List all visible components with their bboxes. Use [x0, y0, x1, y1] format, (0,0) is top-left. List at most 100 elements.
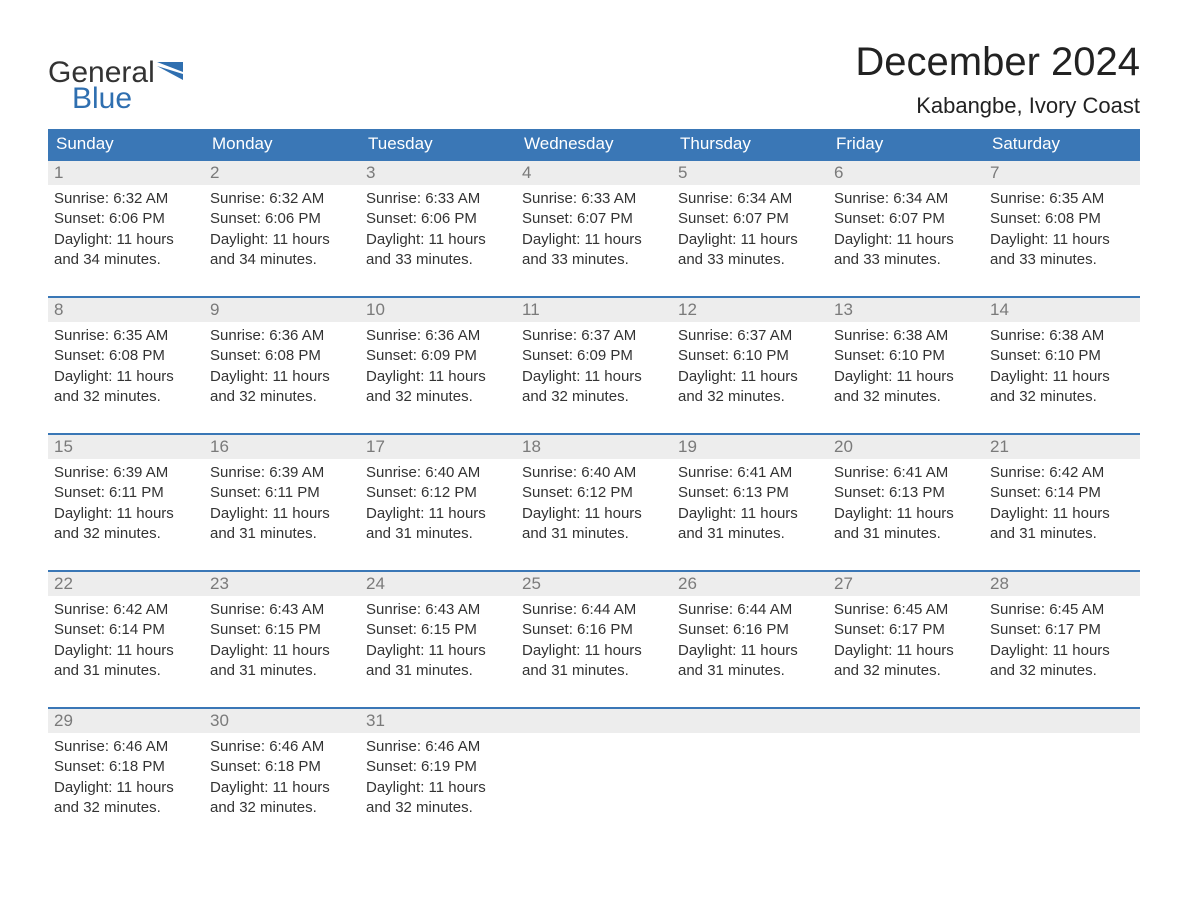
daylight-line: Daylight: 11 hours and 32 minutes.: [54, 778, 198, 819]
day-content: Sunrise: 6:40 AMSunset: 6:12 PMDaylight:…: [360, 459, 516, 544]
day-number: 14: [984, 298, 1140, 322]
week-row: 22Sunrise: 6:42 AMSunset: 6:14 PMDayligh…: [48, 570, 1140, 681]
week-row: 15Sunrise: 6:39 AMSunset: 6:11 PMDayligh…: [48, 433, 1140, 544]
day-content: Sunrise: 6:34 AMSunset: 6:07 PMDaylight:…: [672, 185, 828, 270]
day-content: Sunrise: 6:43 AMSunset: 6:15 PMDaylight:…: [360, 596, 516, 681]
logo: General Blue: [48, 40, 183, 114]
day-number: 16: [204, 435, 360, 459]
sunrise-line: Sunrise: 6:34 AM: [834, 189, 978, 209]
daylight-line: Daylight: 11 hours and 31 minutes.: [366, 504, 510, 545]
daylight-line: Daylight: 11 hours and 32 minutes.: [366, 367, 510, 408]
day-content: Sunrise: 6:35 AMSunset: 6:08 PMDaylight:…: [48, 322, 204, 407]
daylight-line: Daylight: 11 hours and 33 minutes.: [834, 230, 978, 271]
weekday-thursday: Thursday: [672, 129, 828, 159]
day-number: 23: [204, 572, 360, 596]
sunrise-line: Sunrise: 6:41 AM: [834, 463, 978, 483]
sunset-line: Sunset: 6:12 PM: [366, 483, 510, 503]
week-row: 1Sunrise: 6:32 AMSunset: 6:06 PMDaylight…: [48, 159, 1140, 270]
sunset-line: Sunset: 6:17 PM: [834, 620, 978, 640]
sunrise-line: Sunrise: 6:46 AM: [210, 737, 354, 757]
sunrise-line: Sunrise: 6:35 AM: [54, 326, 198, 346]
page-title: December 2024: [855, 40, 1140, 85]
daylight-line: Daylight: 11 hours and 32 minutes.: [210, 778, 354, 819]
day-number: 25: [516, 572, 672, 596]
day-cell-24: 24Sunrise: 6:43 AMSunset: 6:15 PMDayligh…: [360, 572, 516, 681]
day-cell-15: 15Sunrise: 6:39 AMSunset: 6:11 PMDayligh…: [48, 435, 204, 544]
day-cell-30: 30Sunrise: 6:46 AMSunset: 6:18 PMDayligh…: [204, 709, 360, 818]
day-content: Sunrise: 6:32 AMSunset: 6:06 PMDaylight:…: [48, 185, 204, 270]
sunset-line: Sunset: 6:12 PM: [522, 483, 666, 503]
sunrise-line: Sunrise: 6:45 AM: [990, 600, 1134, 620]
daylight-line: Daylight: 11 hours and 32 minutes.: [834, 367, 978, 408]
sunrise-line: Sunrise: 6:37 AM: [522, 326, 666, 346]
weekday-sunday: Sunday: [48, 129, 204, 159]
sunset-line: Sunset: 6:08 PM: [990, 209, 1134, 229]
day-cell-empty: .: [516, 709, 672, 818]
sunrise-line: Sunrise: 6:45 AM: [834, 600, 978, 620]
day-cell-28: 28Sunrise: 6:45 AMSunset: 6:17 PMDayligh…: [984, 572, 1140, 681]
day-cell-8: 8Sunrise: 6:35 AMSunset: 6:08 PMDaylight…: [48, 298, 204, 407]
day-cell-4: 4Sunrise: 6:33 AMSunset: 6:07 PMDaylight…: [516, 161, 672, 270]
week-row: 29Sunrise: 6:46 AMSunset: 6:18 PMDayligh…: [48, 707, 1140, 818]
sunset-line: Sunset: 6:08 PM: [54, 346, 198, 366]
day-content: Sunrise: 6:45 AMSunset: 6:17 PMDaylight:…: [828, 596, 984, 681]
daylight-line: Daylight: 11 hours and 32 minutes.: [54, 367, 198, 408]
daylight-line: Daylight: 11 hours and 32 minutes.: [834, 641, 978, 682]
daylight-line: Daylight: 11 hours and 32 minutes.: [210, 367, 354, 408]
daylight-line: Daylight: 11 hours and 31 minutes.: [210, 504, 354, 545]
sunrise-line: Sunrise: 6:33 AM: [522, 189, 666, 209]
day-cell-6: 6Sunrise: 6:34 AMSunset: 6:07 PMDaylight…: [828, 161, 984, 270]
day-cell-2: 2Sunrise: 6:32 AMSunset: 6:06 PMDaylight…: [204, 161, 360, 270]
day-content: Sunrise: 6:44 AMSunset: 6:16 PMDaylight:…: [672, 596, 828, 681]
day-number: .: [516, 709, 672, 733]
logo-word-2: Blue: [72, 84, 132, 114]
sunset-line: Sunset: 6:18 PM: [210, 757, 354, 777]
day-cell-14: 14Sunrise: 6:38 AMSunset: 6:10 PMDayligh…: [984, 298, 1140, 407]
weekday-saturday: Saturday: [984, 129, 1140, 159]
day-cell-7: 7Sunrise: 6:35 AMSunset: 6:08 PMDaylight…: [984, 161, 1140, 270]
day-content: Sunrise: 6:36 AMSunset: 6:08 PMDaylight:…: [204, 322, 360, 407]
day-cell-1: 1Sunrise: 6:32 AMSunset: 6:06 PMDaylight…: [48, 161, 204, 270]
day-cell-12: 12Sunrise: 6:37 AMSunset: 6:10 PMDayligh…: [672, 298, 828, 407]
day-content: Sunrise: 6:42 AMSunset: 6:14 PMDaylight:…: [984, 459, 1140, 544]
sunrise-line: Sunrise: 6:33 AM: [366, 189, 510, 209]
weekday-tuesday: Tuesday: [360, 129, 516, 159]
day-content: Sunrise: 6:35 AMSunset: 6:08 PMDaylight:…: [984, 185, 1140, 270]
day-content: Sunrise: 6:44 AMSunset: 6:16 PMDaylight:…: [516, 596, 672, 681]
daylight-line: Daylight: 11 hours and 31 minutes.: [366, 641, 510, 682]
sunset-line: Sunset: 6:16 PM: [522, 620, 666, 640]
day-number: 15: [48, 435, 204, 459]
sunrise-line: Sunrise: 6:40 AM: [522, 463, 666, 483]
sunrise-line: Sunrise: 6:44 AM: [522, 600, 666, 620]
sunrise-line: Sunrise: 6:34 AM: [678, 189, 822, 209]
sunset-line: Sunset: 6:07 PM: [678, 209, 822, 229]
weekday-wednesday: Wednesday: [516, 129, 672, 159]
day-content: Sunrise: 6:46 AMSunset: 6:19 PMDaylight:…: [360, 733, 516, 818]
day-content: Sunrise: 6:33 AMSunset: 6:07 PMDaylight:…: [516, 185, 672, 270]
day-number: 12: [672, 298, 828, 322]
sunrise-line: Sunrise: 6:32 AM: [210, 189, 354, 209]
sunset-line: Sunset: 6:11 PM: [210, 483, 354, 503]
day-number: 13: [828, 298, 984, 322]
day-content: Sunrise: 6:38 AMSunset: 6:10 PMDaylight:…: [828, 322, 984, 407]
sunset-line: Sunset: 6:15 PM: [366, 620, 510, 640]
day-cell-13: 13Sunrise: 6:38 AMSunset: 6:10 PMDayligh…: [828, 298, 984, 407]
daylight-line: Daylight: 11 hours and 31 minutes.: [678, 504, 822, 545]
day-content: Sunrise: 6:38 AMSunset: 6:10 PMDaylight:…: [984, 322, 1140, 407]
day-number: .: [672, 709, 828, 733]
sunset-line: Sunset: 6:11 PM: [54, 483, 198, 503]
day-number: 11: [516, 298, 672, 322]
sunrise-line: Sunrise: 6:44 AM: [678, 600, 822, 620]
day-cell-11: 11Sunrise: 6:37 AMSunset: 6:09 PMDayligh…: [516, 298, 672, 407]
location-label: Kabangbe, Ivory Coast: [855, 93, 1140, 119]
sunset-line: Sunset: 6:13 PM: [678, 483, 822, 503]
day-cell-16: 16Sunrise: 6:39 AMSunset: 6:11 PMDayligh…: [204, 435, 360, 544]
day-number: 8: [48, 298, 204, 322]
sunset-line: Sunset: 6:07 PM: [834, 209, 978, 229]
day-cell-9: 9Sunrise: 6:36 AMSunset: 6:08 PMDaylight…: [204, 298, 360, 407]
day-content: Sunrise: 6:40 AMSunset: 6:12 PMDaylight:…: [516, 459, 672, 544]
day-content: Sunrise: 6:34 AMSunset: 6:07 PMDaylight:…: [828, 185, 984, 270]
day-content: Sunrise: 6:39 AMSunset: 6:11 PMDaylight:…: [204, 459, 360, 544]
day-number: 27: [828, 572, 984, 596]
daylight-line: Daylight: 11 hours and 31 minutes.: [522, 641, 666, 682]
